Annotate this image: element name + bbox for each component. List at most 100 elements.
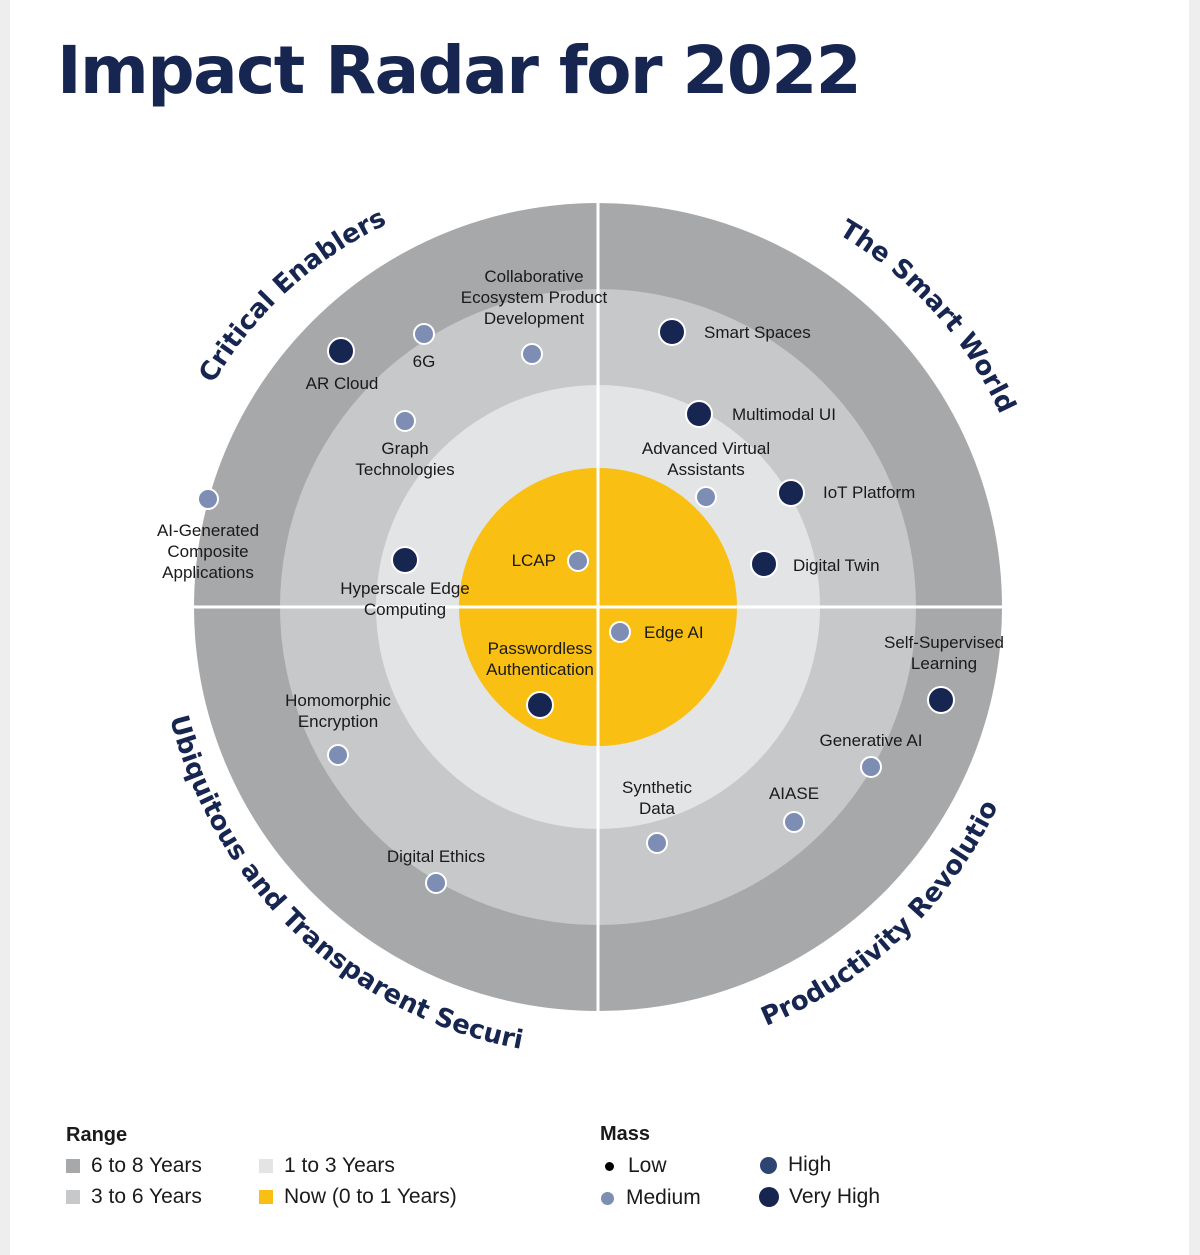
tech-label-line: Technologies	[355, 460, 454, 479]
tech-digital-twin: Digital Twin	[750, 550, 880, 578]
tech-label-line: Graph	[381, 439, 428, 458]
tech-label: Digital Ethics	[387, 847, 485, 866]
mass-very-high-label: Very High	[789, 1185, 881, 1208]
tech-marker	[927, 686, 955, 714]
tech-label-line: Data	[639, 799, 675, 818]
tech-label-line: Advanced Virtual	[642, 439, 770, 458]
tech-marker	[521, 343, 543, 365]
mass-high-dot	[760, 1156, 777, 1174]
tech-label: 6G	[413, 352, 436, 371]
tech-label-line: Computing	[364, 600, 446, 619]
tech-ar-cloud: AR Cloud	[306, 337, 379, 393]
range-1-3-swatch	[259, 1159, 273, 1173]
tech-label-line: IoT Platform	[823, 483, 915, 502]
range-now-label: Now (0 to 1 Years)	[284, 1185, 457, 1208]
tech-label-line: Generative AI	[819, 731, 922, 750]
range-3-6-swatch	[66, 1190, 80, 1204]
tech-label: Digital Twin	[793, 556, 880, 575]
tech-label: AI-Generated Composite Applications	[157, 521, 259, 582]
tech-smart-spaces: Smart Spaces	[658, 318, 811, 346]
tech-self-supervised-learning: Self-Supervised Learning	[884, 633, 1004, 714]
mass-medium-item: Medium	[601, 1186, 701, 1210]
tech-label: AR Cloud	[306, 374, 379, 393]
tech-label-line: Hyperscale Edge	[340, 579, 469, 598]
tech-label: Generative AI	[819, 731, 922, 750]
tech-marker	[197, 488, 219, 510]
mass-medium-label: Medium	[626, 1186, 701, 1209]
mass-high-label: High	[788, 1153, 832, 1176]
tech-digital-ethics: Digital Ethics	[387, 847, 485, 894]
tech-label-line: Edge AI	[644, 623, 704, 642]
tech-marker	[567, 550, 589, 572]
range-3-6-item: 3 to 6 Years	[66, 1185, 202, 1209]
tech-marker	[658, 318, 686, 346]
tech-label: Edge AI	[644, 623, 704, 642]
tech-marker	[327, 744, 349, 766]
tech-label: Smart Spaces	[704, 323, 811, 342]
tech-passwordless-authentication: Passwordless Authentication	[486, 639, 594, 719]
tech-synthetic-data: Synthetic Data	[622, 778, 692, 854]
technology-layer: Collaborative Ecosystem Product Developmen…	[157, 267, 1004, 894]
range-1-3-label: 1 to 3 Years	[284, 1154, 395, 1177]
tech-label-line: 6G	[413, 352, 436, 371]
tech-marker	[413, 323, 435, 345]
tech-hyperscale-edge-computing: Hyperscale Edge Computing	[340, 546, 470, 619]
mass-medium-dot	[601, 1191, 614, 1205]
tech-marker	[526, 691, 554, 719]
tech-label-line: Digital Twin	[793, 556, 880, 575]
tech-marker	[750, 550, 778, 578]
tech-label-line: Encryption	[298, 712, 378, 731]
range-1-3-item: 1 to 3 Years	[259, 1154, 395, 1178]
tech-label: IoT Platform	[823, 483, 915, 502]
tech-label-line: Applications	[162, 563, 254, 582]
tech-generative-ai: Generative AI	[819, 731, 923, 778]
tech-advanced-virtual-assistants: Advanced Virtual Assistants	[642, 439, 770, 508]
tech-label-line: LCAP	[512, 551, 556, 570]
tech-marker	[695, 486, 717, 508]
tech-label-line: Self-Supervised	[884, 633, 1004, 652]
tech-label-line: AIASE	[769, 784, 819, 803]
tech-lcap: LCAP	[512, 550, 589, 572]
tech-collaborative-ecosystem-product-development: Collaborative Ecosystem Product Developmen…	[461, 267, 607, 365]
range-3-6-label: 3 to 6 Years	[91, 1185, 202, 1208]
tech-label-line: Composite	[167, 542, 248, 561]
tech-label: Synthetic Data	[622, 778, 692, 818]
tech-marker	[777, 479, 805, 507]
tech-label: AIASE	[769, 784, 819, 803]
tech-label-line: Digital Ethics	[387, 847, 485, 866]
mass-very-high-dot	[759, 1187, 779, 1207]
tech-label-line: Smart Spaces	[704, 323, 811, 342]
range-now-swatch	[259, 1190, 273, 1204]
mass-low-dot	[605, 1161, 614, 1171]
tech-label-line: Synthetic	[622, 778, 692, 797]
tech-marker	[685, 400, 713, 428]
tech-marker	[425, 872, 447, 894]
mass-very-high-item: Very High	[759, 1185, 880, 1209]
tech-label-line: Multimodal UI	[732, 405, 836, 424]
tech-edge-ai: Edge AI	[609, 621, 704, 643]
tech-marker	[327, 337, 355, 365]
impact-radar: Critical Enablers The Smart World Ubiqui…	[0, 0, 1021, 1056]
tech-label-line: Authentication	[486, 660, 594, 679]
tech-label: Self-Supervised Learning	[884, 633, 1004, 673]
range-now-item: Now (0 to 1 Years)	[259, 1185, 457, 1209]
tech-label: Hyperscale Edge Computing	[340, 579, 469, 619]
tech-marker	[394, 410, 416, 432]
tech-iot-platform: IoT Platform	[777, 479, 915, 507]
tech-label-line: Learning	[911, 654, 977, 673]
range-6-8-label: 6 to 8 Years	[91, 1154, 202, 1177]
tech-marker	[609, 621, 631, 643]
mass-legend-title: Mass	[600, 1123, 651, 1145]
tech-label-line: Assistants	[667, 460, 744, 479]
tech-label-line: Homomorphic	[285, 691, 391, 710]
tech-ai-generated-composite-applications: AI-Generated Composite Applications	[157, 488, 259, 582]
mass-high-item: High	[760, 1153, 831, 1177]
tech-marker	[860, 756, 882, 778]
mass-legend: Mass Low Medium High Very High	[600, 1123, 920, 1223]
range-6-8-swatch	[66, 1159, 80, 1173]
tech-graph-technologies: Graph Technologies	[355, 410, 455, 479]
range-legend: Range 6 to 8 Years 3 to 6 Years 1 to 3 Y…	[66, 1124, 536, 1224]
tech-label: Multimodal UI	[732, 405, 836, 424]
tech-label-line: Development	[484, 309, 584, 328]
tech-label-line: AI-Generated	[157, 521, 259, 540]
